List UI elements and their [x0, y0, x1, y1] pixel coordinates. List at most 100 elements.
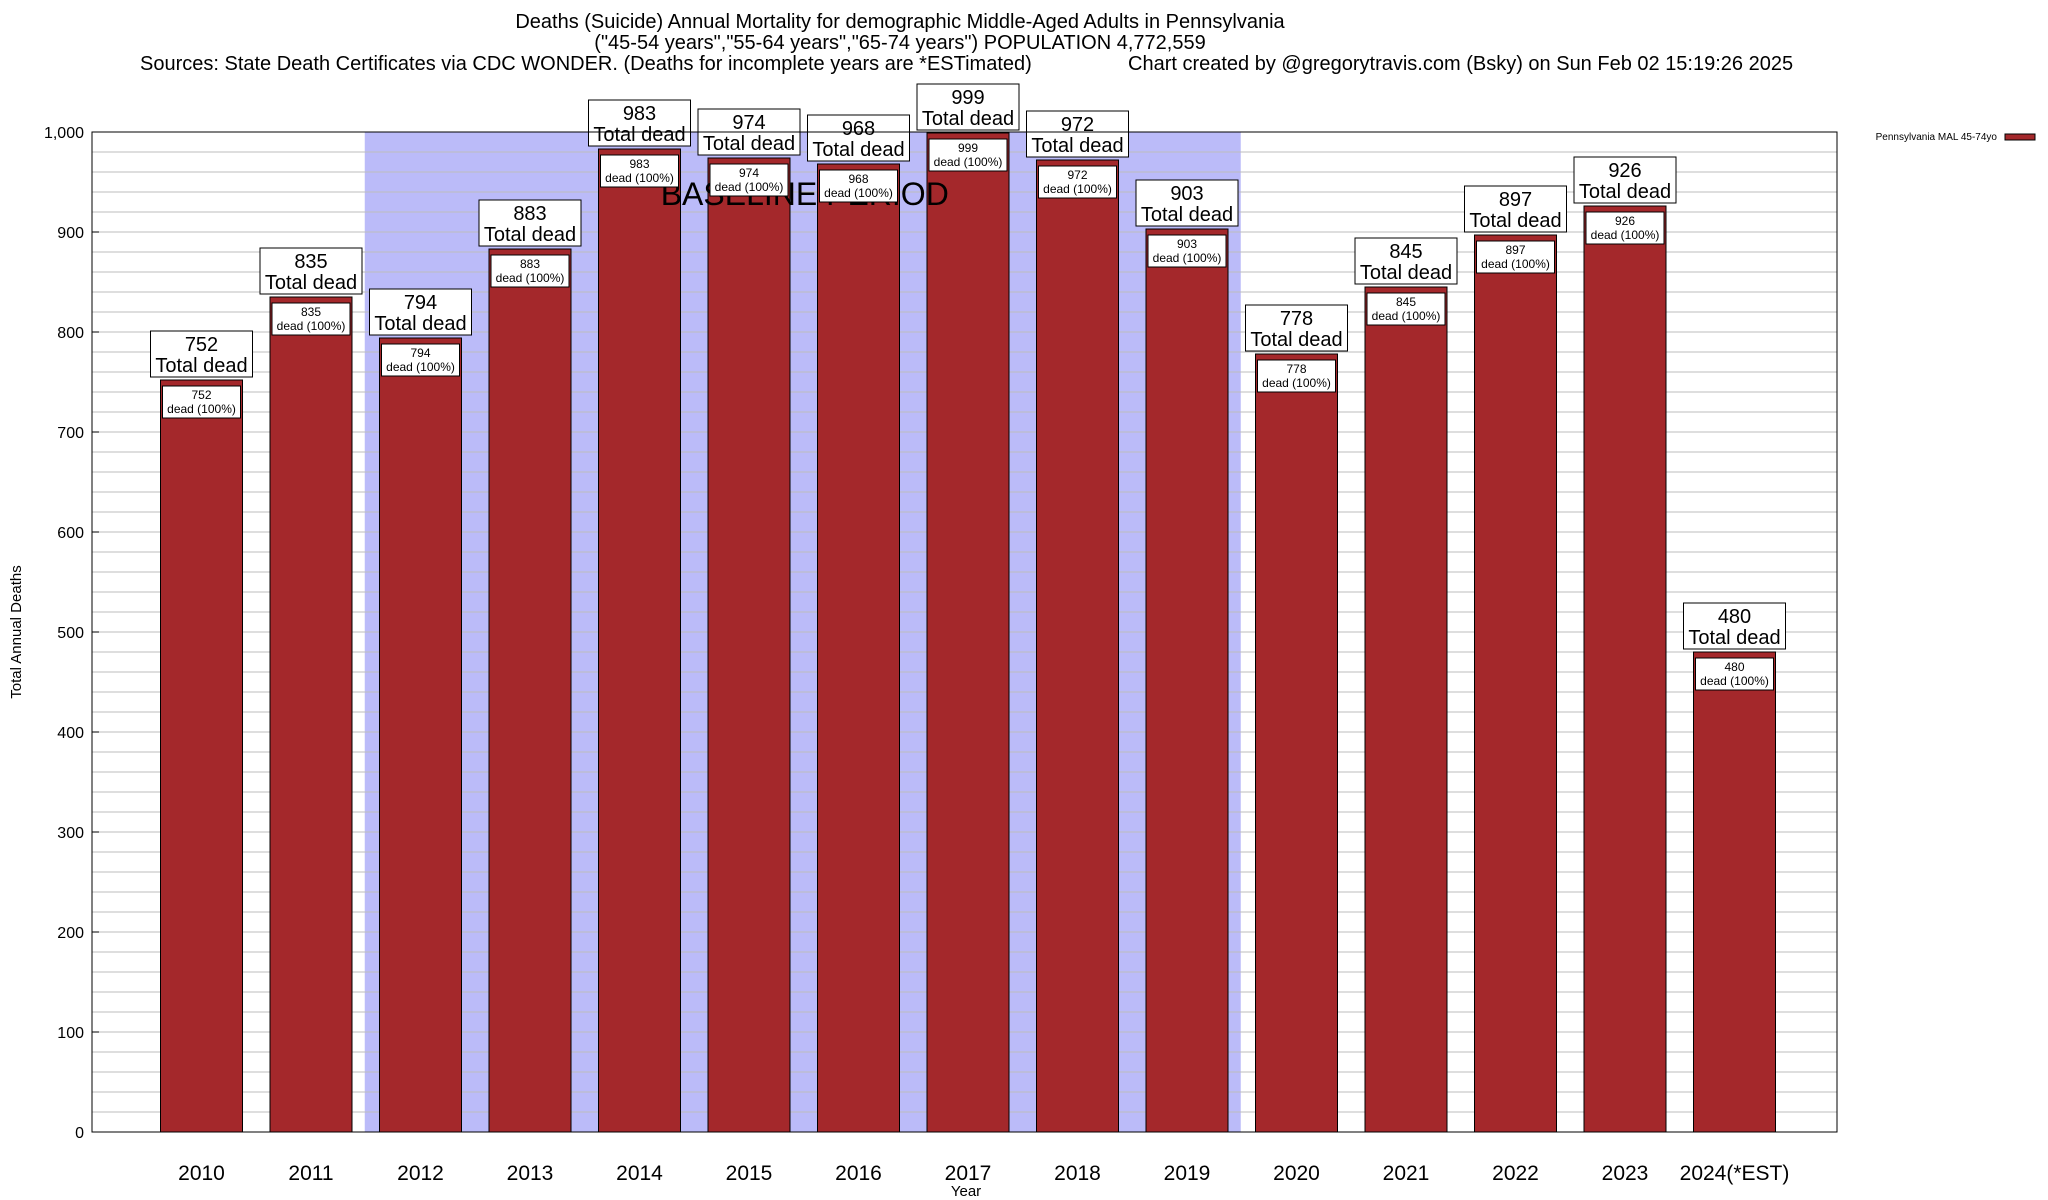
inner-label-box	[1366, 292, 1446, 326]
legend-label: Pennsylvania MAL 45-74yo	[1876, 132, 1998, 143]
inner-percent-label: dead (100%)	[1591, 228, 1660, 242]
total-label-box	[150, 330, 253, 378]
total-suffix-label: Total dead	[1579, 181, 1671, 203]
inner-value-label: 794	[410, 346, 430, 360]
inner-percent-label: dead (100%)	[715, 180, 784, 194]
bar	[160, 379, 243, 1133]
total-suffix-label: Total dead	[1469, 210, 1561, 232]
chart-title: Deaths (Suicide) Annual Mortality for de…	[515, 11, 1285, 33]
total-suffix-label: Total dead	[1360, 262, 1452, 284]
total-value-label: 835	[294, 251, 327, 273]
total-label-box	[1573, 156, 1677, 204]
total-value-label: 983	[623, 103, 656, 125]
legend-swatch	[2004, 133, 2036, 141]
inner-label-box	[709, 163, 789, 197]
total-suffix-label: Total dead	[812, 139, 904, 161]
bar	[379, 337, 462, 1133]
x-tick-label: 2020	[1273, 1162, 1320, 1185]
total-suffix-label: Total dead	[703, 133, 795, 155]
baseline-period-label: BASELINE PERIOD	[661, 176, 949, 212]
total-value-label: 972	[1061, 114, 1094, 136]
bar	[817, 163, 900, 1133]
inner-label-box	[819, 169, 898, 203]
total-label-box	[588, 99, 691, 147]
inner-label-box	[1476, 240, 1555, 274]
legend: Pennsylvania MAL 45-74yo	[1876, 132, 2036, 143]
total-label-box	[916, 83, 1020, 131]
total-value-label: 999	[951, 87, 984, 109]
total-label-box	[1683, 602, 1786, 650]
total-label-box	[1354, 237, 1458, 285]
total-suffix-label: Total dead	[593, 124, 685, 146]
x-tick-label: 2011	[288, 1162, 333, 1185]
total-suffix-label: Total dead	[374, 313, 466, 335]
inner-value-label: 974	[739, 166, 759, 180]
bar	[1036, 159, 1119, 1133]
y-tick-label: 1,000	[44, 125, 84, 142]
x-tick-label: 2023	[1602, 1162, 1649, 1185]
inner-label-box	[1147, 234, 1227, 268]
x-tick-label: 2024(*EST)	[1680, 1162, 1790, 1185]
x-tick-label: 2013	[507, 1162, 554, 1185]
x-tick-label: 2015	[726, 1162, 773, 1185]
y-tick-label: 900	[57, 225, 84, 242]
inner-percent-label: dead (100%)	[1153, 251, 1222, 265]
bar	[488, 248, 572, 1133]
x-tick-label: 2018	[1054, 1162, 1101, 1185]
y-tick-label: 600	[57, 525, 84, 542]
total-suffix-label: Total dead	[1141, 204, 1233, 226]
y-tick-label: 100	[57, 1025, 84, 1042]
total-value-label: 845	[1389, 241, 1422, 263]
inner-label-box	[1695, 657, 1774, 691]
y-tick-label: 0	[75, 1125, 84, 1142]
inner-percent-label: dead (100%)	[605, 171, 674, 185]
y-tick-label: 200	[57, 925, 84, 942]
total-value-label: 903	[1170, 183, 1203, 205]
inner-value-label: 903	[1177, 237, 1197, 251]
total-label-box	[369, 288, 472, 336]
y-tick-label: 500	[57, 625, 84, 642]
bar	[1255, 353, 1338, 1133]
total-label-box	[259, 247, 363, 295]
inner-percent-label: dead (100%)	[1372, 309, 1441, 323]
bar	[1364, 286, 1448, 1133]
inner-label-box	[928, 138, 1008, 172]
inner-value-label: 897	[1505, 243, 1525, 257]
chart-credit: Chart created by @gregorytravis.com (Bsk…	[1128, 53, 1794, 75]
x-tick-label: 2017	[945, 1162, 992, 1185]
inner-percent-label: dead (100%)	[167, 402, 236, 416]
total-value-label: 794	[404, 292, 437, 314]
inner-value-label: 778	[1286, 362, 1306, 376]
total-suffix-label: Total dead	[922, 108, 1014, 130]
total-label-box	[1026, 110, 1129, 158]
total-value-label: 926	[1608, 160, 1641, 182]
inner-value-label: 972	[1067, 168, 1087, 182]
total-label-box	[478, 199, 582, 247]
inner-label-box	[600, 154, 679, 188]
bar	[269, 296, 353, 1133]
total-value-label: 752	[185, 334, 218, 356]
inner-value-label: 968	[848, 172, 868, 186]
inner-label-box	[1585, 211, 1665, 245]
inner-percent-label: dead (100%)	[277, 319, 346, 333]
inner-value-label: 835	[301, 305, 321, 319]
x-tick-label: 2010	[178, 1162, 225, 1185]
total-label-box	[807, 114, 910, 162]
total-suffix-label: Total dead	[155, 355, 247, 377]
inner-value-label: 480	[1724, 660, 1744, 674]
total-suffix-label: Total dead	[1031, 135, 1123, 157]
inner-label-box	[1038, 165, 1117, 199]
y-tick-label: 300	[57, 825, 84, 842]
x-tick-label: 2016	[835, 1162, 882, 1185]
bar	[1693, 651, 1776, 1133]
inner-percent-label: dead (100%)	[386, 360, 455, 374]
inner-percent-label: dead (100%)	[934, 155, 1003, 169]
x-tick-label: 2021	[1383, 1162, 1430, 1185]
axis-layer: 2010 2011 2012 2013 2014 2015 2016 2017 2018 2019…	[8, 125, 1838, 1200]
total-value-label: 897	[1499, 189, 1532, 211]
x-tick-label: 2019	[1164, 1162, 1211, 1185]
total-value-label: 883	[513, 203, 546, 225]
bar	[598, 148, 681, 1133]
bar	[1474, 234, 1557, 1133]
